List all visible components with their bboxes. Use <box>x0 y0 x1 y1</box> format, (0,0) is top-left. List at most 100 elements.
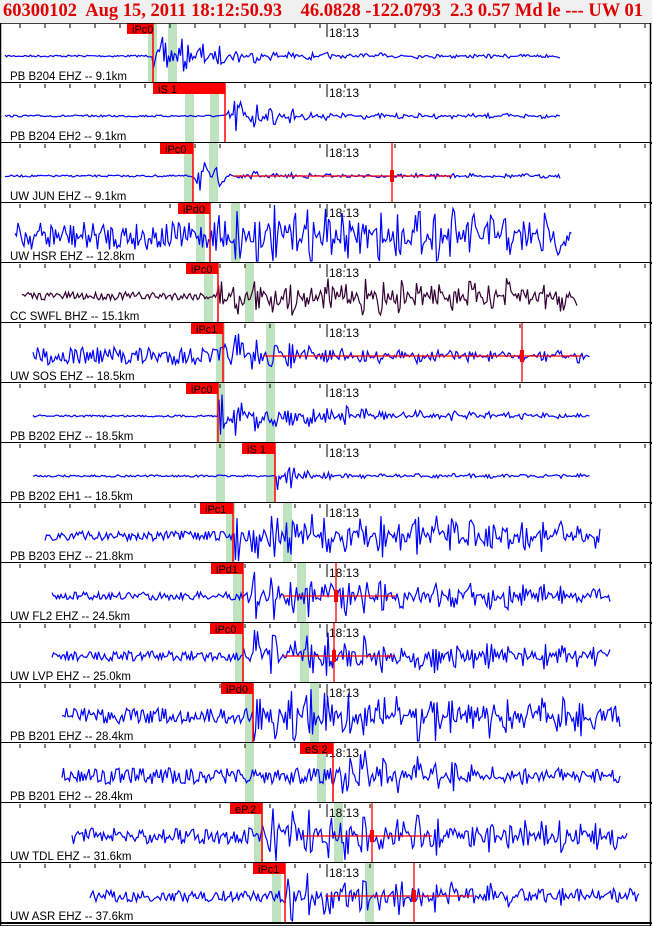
station-label: PB B204 EH2 -- 9.1km <box>10 131 126 143</box>
pick-label[interactable]: iPc0 <box>165 144 186 156</box>
pick-label[interactable]: iS 1 <box>247 444 266 456</box>
seismogram-panel[interactable]: 18:13 iPd0 UW HSR EHZ -- 12.8km <box>0 203 652 264</box>
seismogram-panel[interactable]: 18:13 iPc0 CC SWFL BHZ -- 15.1km <box>0 263 652 324</box>
time-label: 18:13 <box>329 506 359 520</box>
p-window-band <box>185 83 194 143</box>
station-label: PB B201 EH2 -- 28.4km <box>10 791 133 803</box>
pick-label[interactable]: iPc0 <box>132 24 153 36</box>
pick-flag[interactable] <box>210 623 243 634</box>
event-header: 60300102 Aug 15, 2011 18:12:50.93 46.082… <box>0 0 652 23</box>
coda-end-bar <box>412 890 416 902</box>
seismogram-panel[interactable]: 18:13 iPc1 PB B203 EHZ -- 21.8km <box>0 503 652 564</box>
pick-flag[interactable] <box>230 803 262 814</box>
pick-label[interactable]: eP.2 <box>235 804 256 816</box>
p-window-band <box>216 323 225 383</box>
pick-flag[interactable] <box>211 563 243 574</box>
station-label: UW LVP EHZ -- 25.0km <box>10 671 131 683</box>
time-label: 18:13 <box>329 86 359 100</box>
pick-flag[interactable] <box>242 443 275 454</box>
pick-flag[interactable] <box>186 383 218 394</box>
waveform-trace <box>61 689 621 742</box>
seismogram-panel[interactable]: 18:13 iPd0 PB B201 EHZ -- 28.4km <box>0 683 652 744</box>
p-window-band <box>216 383 225 443</box>
p-window-band <box>204 263 213 323</box>
time-label: 18:13 <box>329 566 359 580</box>
coda-end-bar <box>370 830 374 842</box>
seismogram-panel[interactable]: 18:13 iPc0 UW JUN EHZ -- 9.1km <box>0 143 652 204</box>
pick-flag[interactable] <box>191 323 223 334</box>
panel-background <box>0 143 650 203</box>
pick-label[interactable]: iS 1 <box>158 84 177 96</box>
panel-background <box>0 443 650 503</box>
station-label: UW TDL EHZ -- 31.6km <box>10 851 131 863</box>
time-label: 18:13 <box>329 806 359 820</box>
seismogram-panel[interactable]: 18:13 iPd1 UW FL2 EHZ -- 24.5km <box>0 563 652 624</box>
waveform-trace <box>51 629 611 676</box>
pick-flag[interactable] <box>200 503 233 514</box>
station-label: UW JUN EHZ -- 9.1km <box>10 191 126 203</box>
s-window-band <box>210 83 219 143</box>
coda-end-bar <box>390 170 394 182</box>
pick-flag[interactable] <box>153 83 225 94</box>
pick-flag[interactable] <box>127 23 153 34</box>
pick-label[interactable]: iPd0 <box>226 684 248 696</box>
time-label: 18:13 <box>329 146 359 160</box>
pick-flag[interactable] <box>221 683 253 694</box>
time-label: 18:13 <box>329 326 359 340</box>
pick-label[interactable]: iPc0 <box>215 624 236 636</box>
waveform-trace <box>21 277 578 317</box>
seismogram-panel[interactable]: 18:13 iPc0 PB B204 EHZ -- 9.1km <box>0 23 652 84</box>
station-label: PB B203 EHZ -- 21.8km <box>10 551 133 563</box>
pick-label[interactable]: iPc1 <box>205 504 226 516</box>
panel-background <box>0 83 650 143</box>
pick-label[interactable]: iPc1 <box>258 864 279 876</box>
s-window-band <box>334 803 343 863</box>
time-label: 18:13 <box>329 866 359 880</box>
time-label: 18:13 <box>329 206 359 220</box>
pick-label[interactable]: eS 2 <box>305 744 328 756</box>
pick-flag[interactable] <box>300 743 333 754</box>
event-id: 60300102 <box>3 1 77 21</box>
time-label: 18:13 <box>329 626 359 640</box>
pick-label[interactable]: iPd1 <box>216 564 238 576</box>
s-window-band <box>266 323 275 383</box>
p-window-band <box>235 623 244 683</box>
waveform-trace <box>4 99 561 132</box>
s-window-band <box>365 863 374 923</box>
pick-label[interactable]: iPc0 <box>191 384 212 396</box>
p-window-band <box>245 743 254 803</box>
pick-label[interactable]: iPc1 <box>196 324 217 336</box>
pick-flag[interactable] <box>253 863 285 874</box>
station-label: CC SWFL BHZ -- 15.1km <box>10 311 139 323</box>
time-label: 18:13 <box>329 446 359 460</box>
pick-label[interactable]: iPd0 <box>183 204 205 216</box>
time-label: 18:13 <box>329 746 359 760</box>
seismogram-panel[interactable]: 18:13 iS 1 PB B204 EH2 -- 9.1km <box>0 83 652 144</box>
seismogram-panel[interactable]: 18:13 iPc0 UW LVP EHZ -- 25.0km <box>0 623 652 684</box>
coda-end-bar <box>520 350 524 362</box>
s-window-band <box>297 563 306 623</box>
seismogram-panel[interactable]: 18:13 iPc0 PB B202 EHZ -- 18.5km <box>0 383 652 444</box>
waveform-trace <box>32 394 590 436</box>
p-window-band <box>226 503 235 563</box>
station-label: UW ASR EHZ -- 37.6km <box>10 911 133 923</box>
station-label: UW FL2 EHZ -- 24.5km <box>10 611 130 623</box>
seismogram-panel[interactable]: 18:13 iS 1 PB B202 EH1 -- 18.5km <box>0 443 652 504</box>
p-window-band <box>272 863 281 923</box>
seismogram-panel[interactable]: 18:13 iPc1 UW ASR EHZ -- 37.6km <box>0 863 652 924</box>
panel-background <box>0 803 650 863</box>
seismogram-panels[interactable]: 18:13 iPc0 PB B204 EHZ -- 9.1km 18:13 iS 1 PB… <box>0 23 652 926</box>
time-label: 18:13 <box>329 266 359 280</box>
pick-flag[interactable] <box>178 203 210 214</box>
pick-flag[interactable] <box>186 263 218 274</box>
time-label: 18:13 <box>329 26 359 40</box>
pick-label[interactable]: iPc0 <box>191 264 212 276</box>
station-label: PB B202 EHZ -- 18.5km <box>10 431 133 443</box>
pick-flag[interactable] <box>160 143 193 154</box>
station-label: UW HSR EHZ -- 12.8km <box>10 251 135 263</box>
seismogram-panel[interactable]: 18:13 iPc1 UW SOS EHZ -- 18.5km <box>0 323 652 384</box>
waveform-trace <box>4 36 560 72</box>
station-label: PB B201 EHZ -- 28.4km <box>10 731 133 743</box>
seismogram-panel[interactable]: 18:13 eP.2 UW TDL EHZ -- 31.6km <box>0 803 652 864</box>
